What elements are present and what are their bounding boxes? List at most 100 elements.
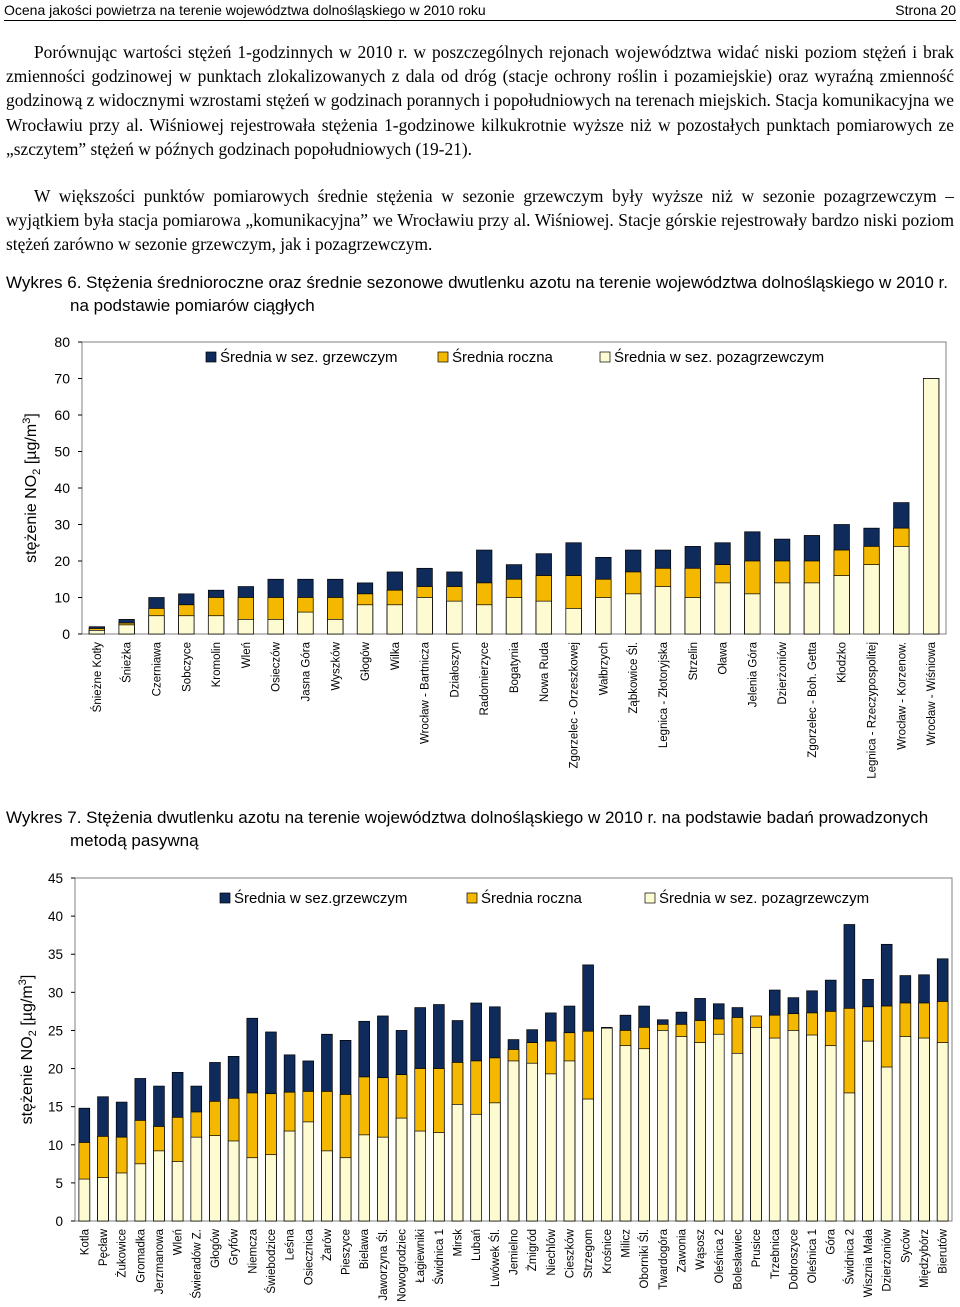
y-tick-label: 40 (54, 480, 70, 496)
category-label: Świebodzice (265, 1229, 278, 1294)
bar-summer (684, 597, 701, 635)
category-label: Dzierżoniów (882, 1228, 894, 1291)
legend-swatch (466, 892, 478, 904)
bar-summer (78, 1178, 91, 1222)
legend-label: Średnia roczna (452, 348, 554, 366)
bar-summer (774, 582, 791, 635)
legend-swatch (219, 892, 231, 904)
y-tick-label: 15 (48, 1100, 63, 1115)
chart-7-caption-line1: Wykres 7. Stężenia dwutlenku azotu na te… (6, 808, 929, 827)
bar-summer (386, 604, 403, 635)
category-label: Trzebnica (770, 1228, 782, 1279)
category-label: Cieszków (565, 1228, 577, 1278)
category-label: Sobczyce (181, 642, 193, 692)
chart-6-caption: Wykres 6. Stężenia średnioroczne oraz śr… (6, 271, 954, 317)
bar-summer (88, 630, 105, 635)
bar-summer (744, 593, 761, 635)
bar-summer (446, 600, 463, 635)
bar-summer (433, 1132, 445, 1222)
category-label: Wilka (390, 641, 402, 670)
category-label: Pęcław (98, 1228, 110, 1266)
bar-summer (601, 1027, 613, 1222)
bar-summer (115, 1172, 128, 1222)
bar-summer (476, 604, 493, 635)
bar-summer (358, 1134, 370, 1222)
bar-summer (675, 1036, 688, 1222)
category-label: Bolesławiec (732, 1229, 744, 1290)
y-tick-label: 40 (48, 909, 63, 924)
bar-summer (824, 1045, 837, 1222)
bar-summer (880, 1066, 893, 1222)
bar-summer (833, 575, 850, 635)
category-label: Bielawa (359, 1228, 371, 1269)
y-tick-label: 20 (48, 1062, 63, 1077)
legend-swatch (437, 351, 449, 363)
legend-swatch (205, 351, 217, 363)
chart-6: 0 10 20 30 40 50 60 70 80 stężenie NO2 [µg/m3] Śni… (0, 325, 960, 795)
bar-summer (207, 615, 225, 635)
bar-summer (148, 615, 165, 635)
y-tick-label: 0 (62, 626, 70, 642)
bar-summer (657, 1030, 669, 1222)
category-label: Świdnica 1 (433, 1229, 446, 1285)
y-axis-label: stężenie NO2 [µg/m3] (21, 413, 43, 563)
bar-summer (526, 1062, 538, 1222)
bar-summer (414, 1130, 426, 1222)
bar-summer (297, 611, 314, 635)
bar-summer (395, 1117, 408, 1222)
bar-summer (843, 1092, 856, 1222)
y-tick-label: 10 (54, 590, 70, 606)
category-label: Niemcza (247, 1228, 259, 1273)
bar-summer (451, 1104, 464, 1222)
bar-summer (545, 1073, 557, 1222)
bar-summer (339, 1157, 352, 1222)
category-label: Wisznia Mała (863, 1228, 875, 1297)
y-tick-label: 5 (55, 1176, 63, 1191)
legend-label: Średnia roczna (481, 889, 583, 907)
category-label: Leśna (285, 1228, 297, 1260)
bar-summer (863, 564, 880, 635)
category-label: Wrocław - Korzenow. (896, 642, 908, 750)
legend-label: Średnia w sez. grzewczym (220, 348, 398, 366)
bar-summer (153, 1150, 165, 1222)
bar-summer (750, 1027, 762, 1222)
bar-summer (803, 582, 821, 635)
bar-summer (787, 1030, 800, 1222)
category-label: Syców (900, 1228, 912, 1263)
category-label: Jerzmanowa (154, 1228, 166, 1294)
category-label: Legnica - Rzeczypospolitej (867, 642, 879, 779)
category-label: Milicz (620, 1229, 632, 1258)
y-tick-label: 25 (48, 1023, 63, 1038)
category-label: Działoszyn (449, 642, 461, 698)
category-label: Mirsk (453, 1229, 465, 1257)
category-label: Oborniki Śl. (638, 1229, 651, 1288)
category-label: Niechlów (546, 1228, 558, 1275)
category-label: Śnieżne Kotły (91, 642, 104, 713)
bar-summer (595, 597, 612, 635)
y-tick-label: 20 (54, 553, 70, 569)
bar-summer (893, 546, 910, 635)
y-tick-label: 30 (48, 985, 63, 1000)
category-label: Jemielno (509, 1229, 521, 1275)
bar-summer (714, 582, 731, 635)
document-title: Ocena jakości powietrza na terenie wojew… (4, 2, 486, 18)
bar-summer (731, 1052, 744, 1222)
y-tick-label: 0 (55, 1214, 63, 1229)
chart-7-caption: Wykres 7. Stężenia dwutlenku azotu na te… (6, 806, 954, 852)
category-label: Pieszyce (341, 1229, 353, 1275)
category-label: Zgorzelec - Boh. Getta (807, 641, 819, 757)
category-label: Wyszków (330, 641, 342, 690)
category-label: Nowa Ruda (539, 641, 551, 702)
bar-summer (209, 1135, 221, 1222)
legend-swatch (599, 351, 611, 363)
category-label: Radomierzyce (479, 642, 491, 716)
bar-summer (563, 1060, 576, 1222)
paragraph-1: Porównując wartości stężeń 1-godzinnych … (6, 42, 954, 159)
bar-summer (178, 615, 195, 635)
y-tick-label: 10 (48, 1138, 63, 1153)
bar-summer (321, 1150, 333, 1222)
category-label: Legnica - Złotoryjska (658, 641, 670, 748)
bar-summer (171, 1161, 184, 1222)
category-label: Wleń (173, 1229, 185, 1255)
category-label: Prusice (751, 1229, 763, 1267)
